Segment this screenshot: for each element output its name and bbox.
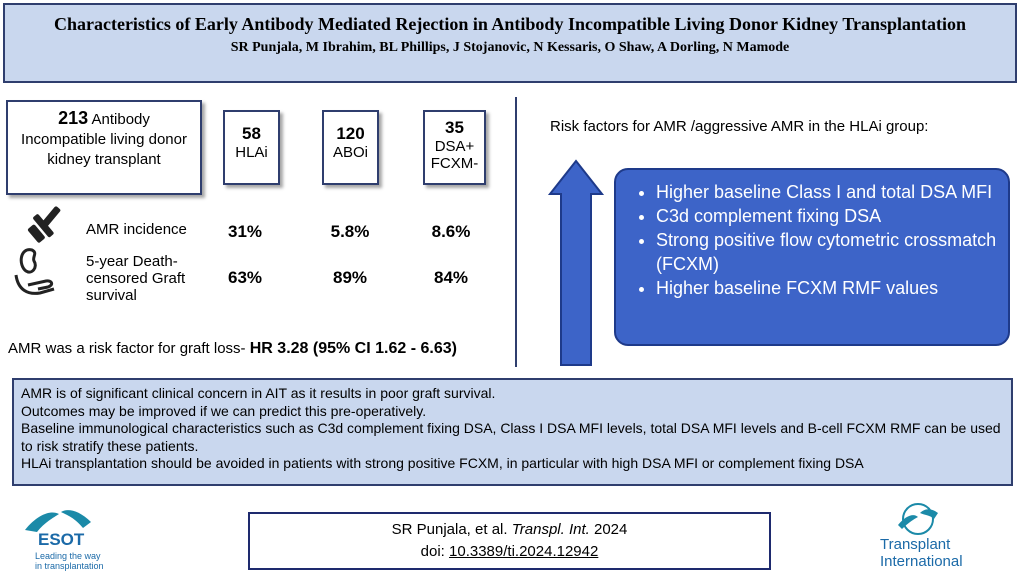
authors: SR Punjala, M Ibrahim, BL Phillips, J St…: [230, 40, 790, 55]
group-label: HLAi: [235, 144, 268, 161]
esot-tagline-1: Leading the way: [35, 551, 101, 561]
kidney-antibody-icon: [14, 206, 61, 295]
esot-tagline-2: in transplantation: [35, 561, 104, 571]
amr-value-hlai: 31%: [227, 222, 263, 241]
hazard-ratio: HR 3.28 (95% CI 1.62 - 6.63): [249, 340, 457, 357]
citation-year: 2024: [589, 521, 628, 538]
citation-box: SR Punjala, et al. Transpl. Int. 2024 do…: [248, 512, 771, 570]
group-number: 58: [242, 124, 261, 143]
list-item: C3d complement fixing DSA: [656, 204, 1008, 228]
group-box-dsa: 35 DSA+ FCXM-: [423, 110, 486, 185]
risk-factors-title: Risk factors for AMR /aggressive AMR in …: [550, 118, 929, 135]
risk-statement-text: AMR was a risk factor for graft loss-: [8, 340, 250, 357]
ti-hands-icon: [898, 503, 938, 535]
group-number: 35: [445, 118, 464, 137]
amr-incidence-label: AMR incidence: [86, 221, 187, 238]
header-banner: Characteristics of Early Antibody Mediat…: [3, 3, 1017, 83]
amr-value-aboi: 5.8%: [330, 222, 370, 241]
risk-statement: AMR was a risk factor for graft loss- HR…: [8, 340, 457, 358]
risk-factors-box: Higher baseline Class I and total DSA MF…: [614, 168, 1010, 346]
list-item: Higher baseline FCXM RMF values: [656, 276, 1008, 300]
vertical-divider: [515, 97, 517, 367]
up-arrow-icon: [547, 159, 605, 366]
esot-logo: ESOT Leading the way in transplantation: [18, 500, 118, 572]
conclusion-line: HLAi transplantation should be avoided i…: [21, 455, 864, 471]
citation-journal: Transpl. Int.: [511, 521, 590, 538]
list-item: Strong positive flow cytometric crossmat…: [656, 228, 1008, 276]
total-number: 213: [58, 108, 89, 128]
conclusion-line: Baseline immunological characteristics s…: [21, 420, 1001, 454]
esot-hands-icon: [25, 510, 91, 532]
survival-value-hlai: 63%: [227, 268, 263, 287]
esot-name: ESOT: [38, 530, 85, 549]
ti-line2: International: [880, 553, 963, 570]
graft-survival-label: 5-year Death-censored Graft survival: [86, 253, 186, 304]
group-number: 120: [336, 124, 365, 143]
group-label: ABOi: [332, 144, 368, 161]
page-title: Characteristics of Early Antibody Mediat…: [53, 14, 967, 34]
ti-line1: Transplant: [880, 536, 951, 553]
total-box: 213 Antibody Incompatible living donor k…: [6, 100, 202, 195]
total-text: Antibody Incompatible living donor kidne…: [21, 111, 187, 168]
list-item: Higher baseline Class I and total DSA MF…: [656, 180, 1008, 204]
conclusion-line: AMR is of significant clinical concern i…: [21, 385, 496, 401]
survival-value-aboi: 89%: [332, 268, 368, 287]
doi-label: doi:: [420, 543, 450, 560]
amr-value-dsa: 8.6%: [431, 222, 471, 241]
doi-link[interactable]: 10.3389/ti.2024.12942: [449, 543, 599, 560]
group-box-hlai: 58 HLAi: [223, 110, 280, 185]
conclusions-box: AMR is of significant clinical concern i…: [12, 378, 1013, 486]
group-label: DSA+ FCXM-: [430, 138, 479, 172]
conclusion-line: Outcomes may be improved if we can predi…: [21, 402, 427, 419]
risk-factors-list: Higher baseline Class I and total DSA MF…: [616, 180, 1008, 300]
group-box-aboi: 120 ABOi: [322, 110, 379, 185]
citation-authors: SR Punjala, et al.: [391, 521, 512, 538]
survival-value-dsa: 84%: [433, 268, 469, 287]
transplant-international-logo: Transplant International: [880, 503, 1010, 573]
